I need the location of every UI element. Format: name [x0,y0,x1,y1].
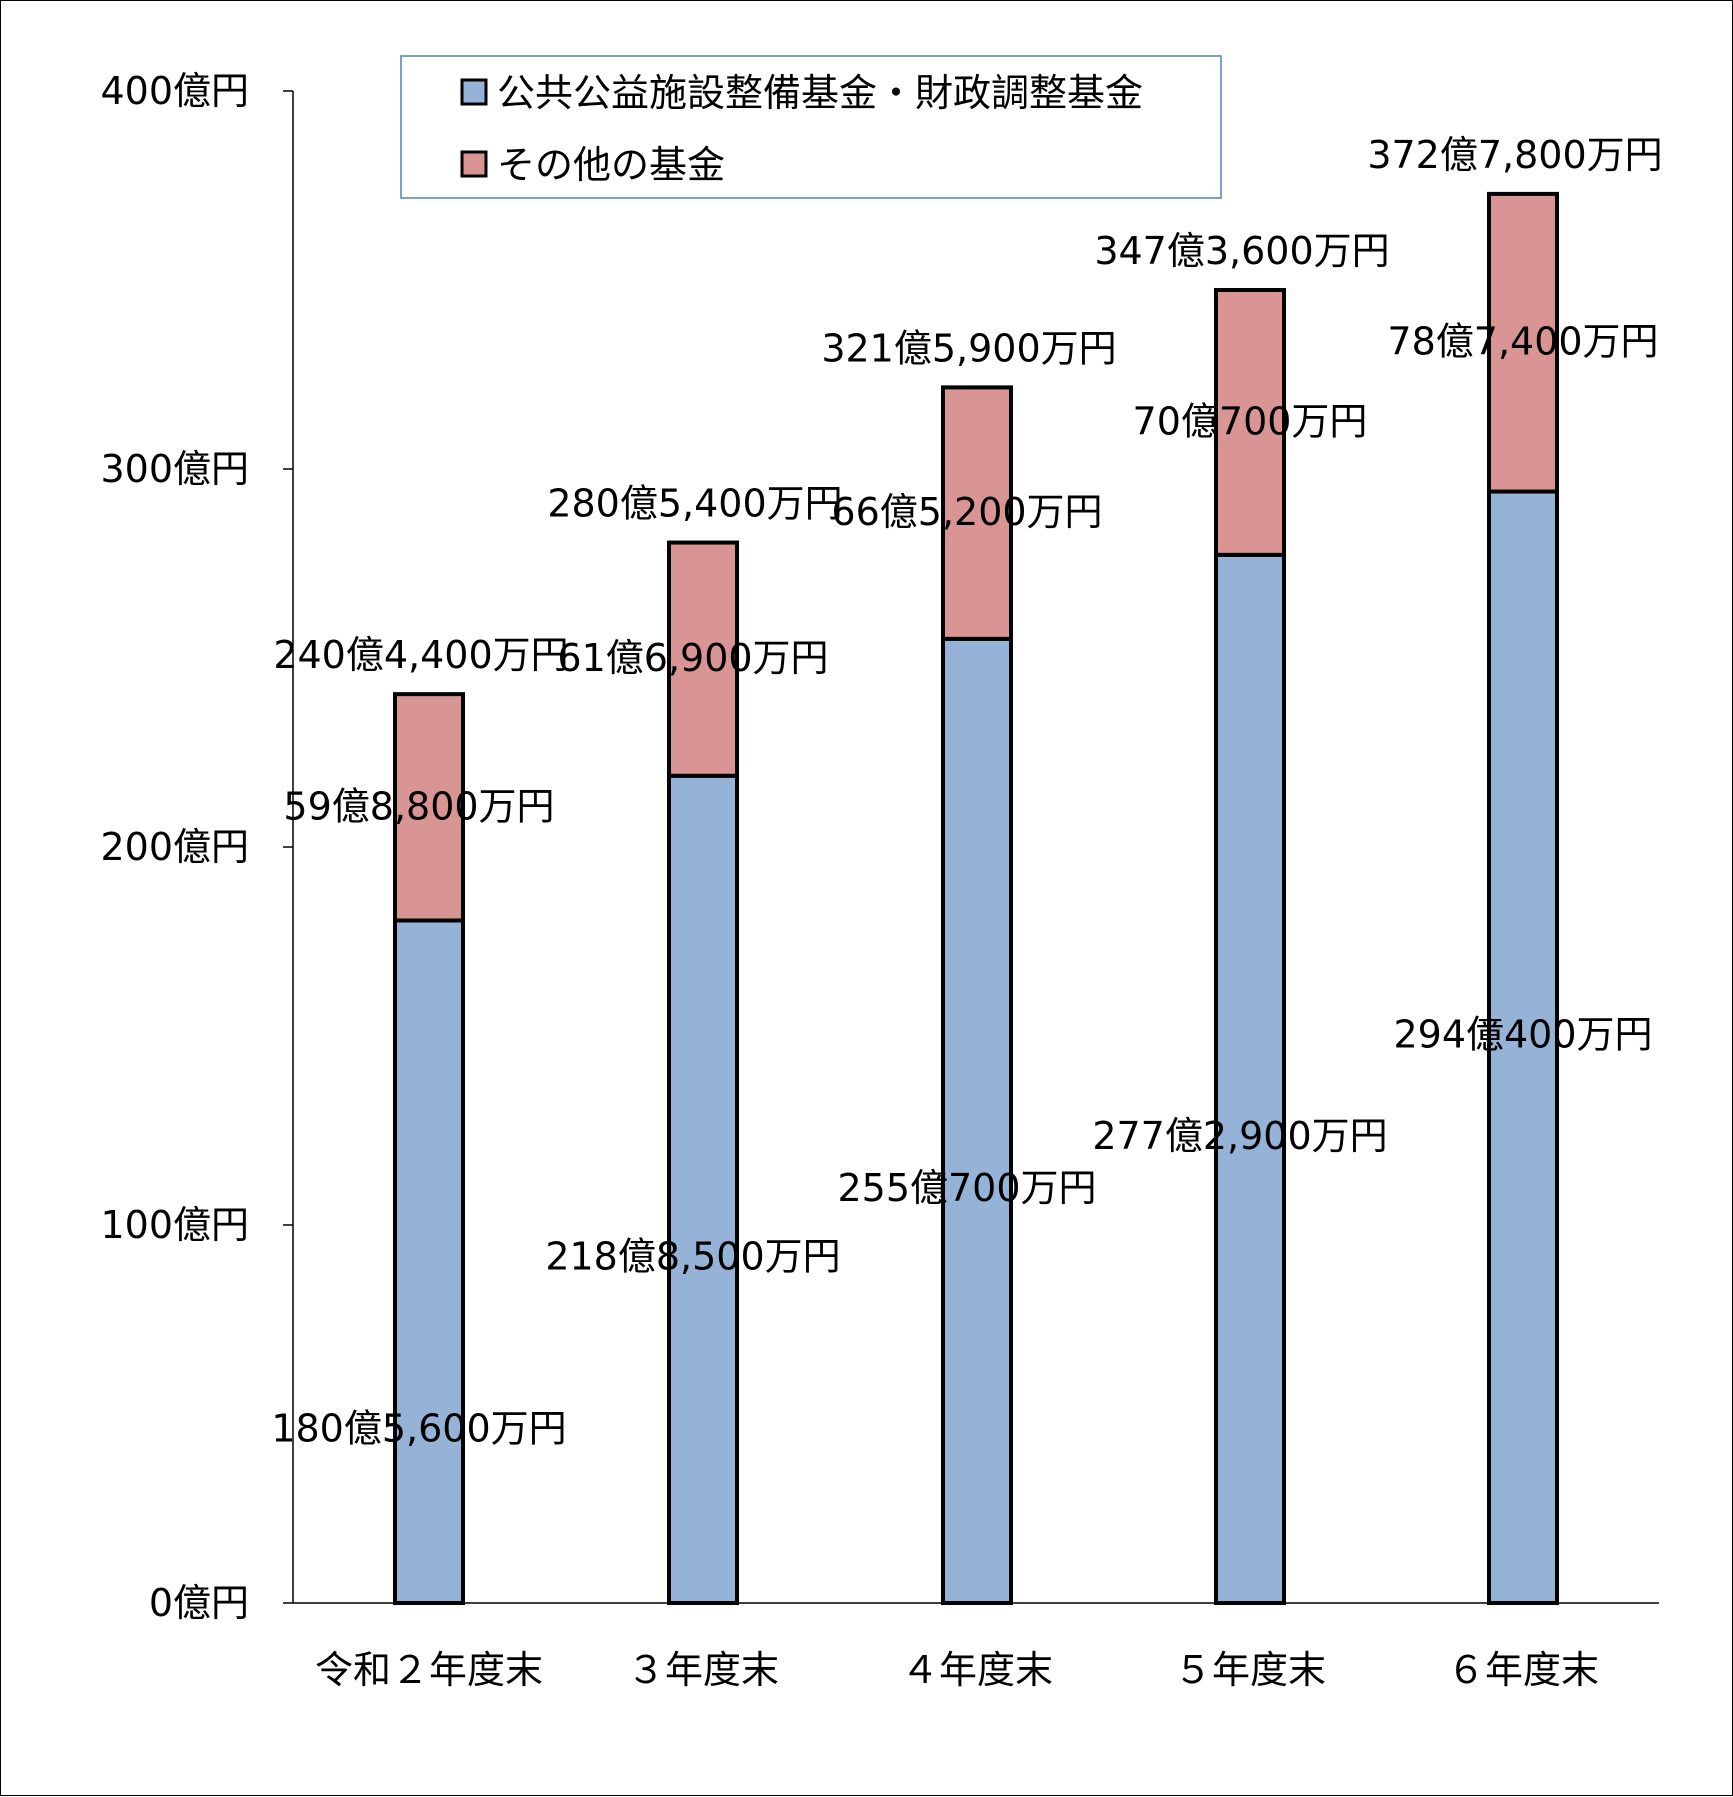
x-tick-label: ６年度末 [1447,1648,1599,1692]
x-tick-label: ５年度末 [1174,1648,1326,1692]
data-label-other: 61億6,900万円 [557,636,828,680]
legend-label: 公共公益施設整備基金・財政調整基金 [497,71,1143,115]
legend-label: その他の基金 [497,143,725,187]
bar-segment-other [1487,191,1559,494]
bar-segment-primary [667,773,739,1605]
data-label-other: 66億5,200万円 [831,490,1102,534]
y-tick-label: 0億円 [149,1581,249,1625]
data-label-total: 347億3,600万円 [1094,229,1389,273]
data-label-primary: 218億8,500万円 [545,1234,840,1278]
legend-box [400,55,1222,199]
bar-segment-primary [941,636,1013,1605]
bar-segment-other [941,385,1013,641]
data-label-primary: 180億5,600万円 [271,1407,566,1451]
data-label-primary: 255億700万円 [837,1166,1096,1210]
bar-segment-other [393,692,465,923]
y-tick-label: 300億円 [100,447,249,491]
x-tick-label: 令和２年度末 [315,1648,543,1692]
y-ticks: 0億円 100億円 200億円 300億円 400億円 [100,69,293,1625]
x-tick-label: ３年度末 [627,1648,779,1692]
y-tick-label: 400億円 [100,69,249,113]
data-label-total: 240億4,400万円 [273,633,568,677]
data-label-other: 78億7,400万円 [1387,320,1658,364]
data-label-other: 70億700万円 [1133,399,1368,443]
bars: 180億5,600万円 59億8,800万円 240億4,400万円 218億8,50… [271,133,1663,1606]
data-label-primary: 277億2,900万円 [1092,1114,1387,1158]
bar-segment-primary [393,918,465,1605]
data-label-total: 372億7,800万円 [1367,133,1662,177]
bar-segment-other [667,540,739,778]
bar-segment-primary [1487,489,1559,1605]
y-tick-label: 200億円 [100,825,249,869]
bar-segment-other [1214,287,1286,557]
legend-swatch [460,150,488,178]
data-label-other: 59億8,800万円 [283,784,554,828]
legend-swatch [460,78,488,106]
x-tick-label: ４年度末 [901,1648,1053,1692]
data-label-total: 280億5,400万円 [547,482,842,526]
data-label-total: 321億5,900万円 [821,326,1116,370]
bar-segment-primary [1214,552,1286,1606]
x-tick-labels: 令和２年度末 ３年度末 ４年度末 ５年度末 ６年度末 [315,1648,1599,1692]
y-tick-label: 100億円 [100,1203,249,1247]
data-label-primary: 294億400万円 [1393,1012,1652,1056]
